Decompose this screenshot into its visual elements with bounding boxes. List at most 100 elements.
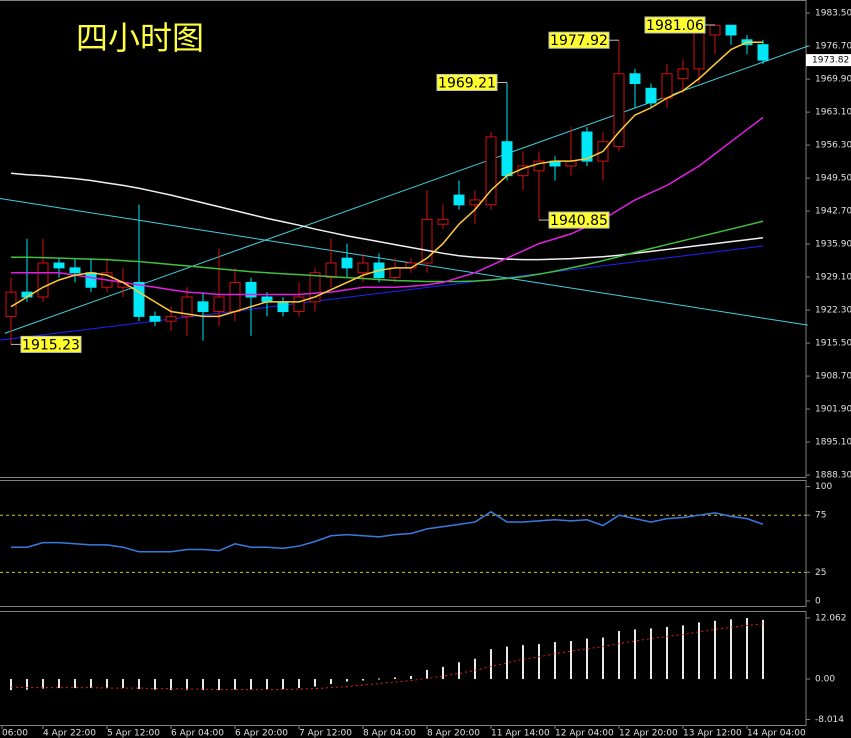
histogram-bar <box>330 678 332 685</box>
y-tick-label: 25 <box>815 568 826 578</box>
time-label: 13 Apr 12:00 <box>683 729 742 738</box>
candle-body <box>485 136 497 206</box>
histogram-bar <box>570 641 572 679</box>
histogram-bar <box>378 678 380 680</box>
main-panel <box>0 0 807 478</box>
candle-body <box>341 257 353 269</box>
candle-body <box>37 262 49 298</box>
candle-body <box>725 24 737 36</box>
y-tick-label: 1908.70 <box>815 372 851 382</box>
candle-body <box>69 267 81 274</box>
histogram-bar <box>746 618 748 679</box>
y-tick-label: 0 <box>815 596 821 606</box>
histogram-bar <box>538 644 540 679</box>
y-tick-label: 1915.50 <box>815 339 851 349</box>
histogram-bar <box>650 628 652 679</box>
y-tick-label: 0.00 <box>815 674 835 684</box>
candle-body <box>661 73 673 99</box>
time-label: 4 Apr 22:00 <box>43 729 96 738</box>
candle-body <box>533 160 545 172</box>
candle-body <box>197 301 209 313</box>
candle-body <box>389 267 401 279</box>
y-tick-label: 1949.50 <box>815 174 851 184</box>
histogram-bar <box>282 678 284 690</box>
histogram-bar <box>618 630 620 679</box>
chart-title: 四小时图 <box>76 19 204 57</box>
histogram-bar <box>74 678 76 689</box>
candle-body <box>357 262 369 274</box>
y-tick-label: -8.014 <box>815 715 844 725</box>
histogram-bar <box>298 678 300 689</box>
time-label: 6 Apr 20:00 <box>235 729 288 738</box>
candle-body <box>437 218 449 225</box>
histogram-bar <box>90 678 92 689</box>
candle-body <box>677 68 689 80</box>
histogram-bar <box>506 646 508 679</box>
candle-body <box>421 218 433 264</box>
candle-body <box>293 296 305 313</box>
candle-body <box>645 87 657 104</box>
candle-body <box>165 315 177 322</box>
histogram-bar <box>10 678 12 691</box>
histogram-bar <box>554 642 556 679</box>
price-label: 1977.92 <box>550 33 608 49</box>
histogram-bar <box>426 669 428 679</box>
y-tick-label: 1935.90 <box>815 240 851 250</box>
time-label: 14 Apr 04:00 <box>747 729 806 738</box>
candle-body <box>229 281 241 313</box>
histogram-bar <box>346 678 348 682</box>
time-label: 6 Apr 04:00 <box>171 729 224 738</box>
histogram-bar <box>170 678 172 691</box>
candle-body <box>53 262 65 269</box>
indicator-line <box>11 220 764 283</box>
histogram-bar <box>490 649 492 679</box>
histogram-bar <box>26 678 28 690</box>
candle-body <box>693 29 705 70</box>
candle-body <box>85 272 97 288</box>
candle-body <box>245 281 257 298</box>
time-label: 11 Apr 14:00 <box>491 729 550 738</box>
y-tick-label: 1895.10 <box>815 438 851 448</box>
histogram-bar <box>474 658 476 679</box>
histogram-bar <box>42 678 44 689</box>
indicator-line <box>11 116 764 296</box>
candle-body <box>325 262 337 279</box>
y-tick-label: 1976.70 <box>815 42 851 52</box>
y-tick-label: 1922.30 <box>815 306 851 316</box>
time-label: 12 Apr 20:00 <box>619 729 678 738</box>
histogram-bar <box>698 622 700 679</box>
histogram-bar <box>682 625 684 679</box>
y-tick-label: 1901.90 <box>815 405 851 415</box>
y-tick-label: 1969.90 <box>815 75 851 85</box>
candle-body <box>629 73 641 84</box>
histogram-bar <box>602 637 604 679</box>
time-label: 7 Apr 12:00 <box>299 729 352 738</box>
last-price-label: 1973.82 <box>812 56 849 66</box>
histogram-bar <box>106 678 108 689</box>
time-label: 8 Apr 04:00 <box>363 729 416 738</box>
histogram-bar <box>762 619 764 679</box>
candle-body <box>133 281 145 317</box>
histogram-bar <box>442 666 444 679</box>
oscillator-panel <box>0 480 807 607</box>
y-tick-label: 1956.30 <box>815 141 851 151</box>
histogram-bar <box>138 678 140 690</box>
histogram-bar <box>410 675 412 679</box>
y-tick-label: 12.062 <box>815 614 847 624</box>
histogram-bar <box>234 678 236 690</box>
histogram-bar <box>266 678 268 690</box>
histogram-bar <box>394 677 396 679</box>
candle-body <box>277 301 289 313</box>
histogram-bar <box>362 678 364 681</box>
candle-body <box>709 24 721 36</box>
y-tick-label: 100 <box>815 482 832 492</box>
histogram-bar <box>58 678 60 689</box>
histogram-bar <box>730 619 732 679</box>
histogram-bar <box>522 645 524 679</box>
time-label: 12 Apr 04:00 <box>555 729 614 738</box>
trendline <box>0 245 764 341</box>
price-label: 1915.23 <box>22 337 80 353</box>
candle-body <box>213 296 225 313</box>
